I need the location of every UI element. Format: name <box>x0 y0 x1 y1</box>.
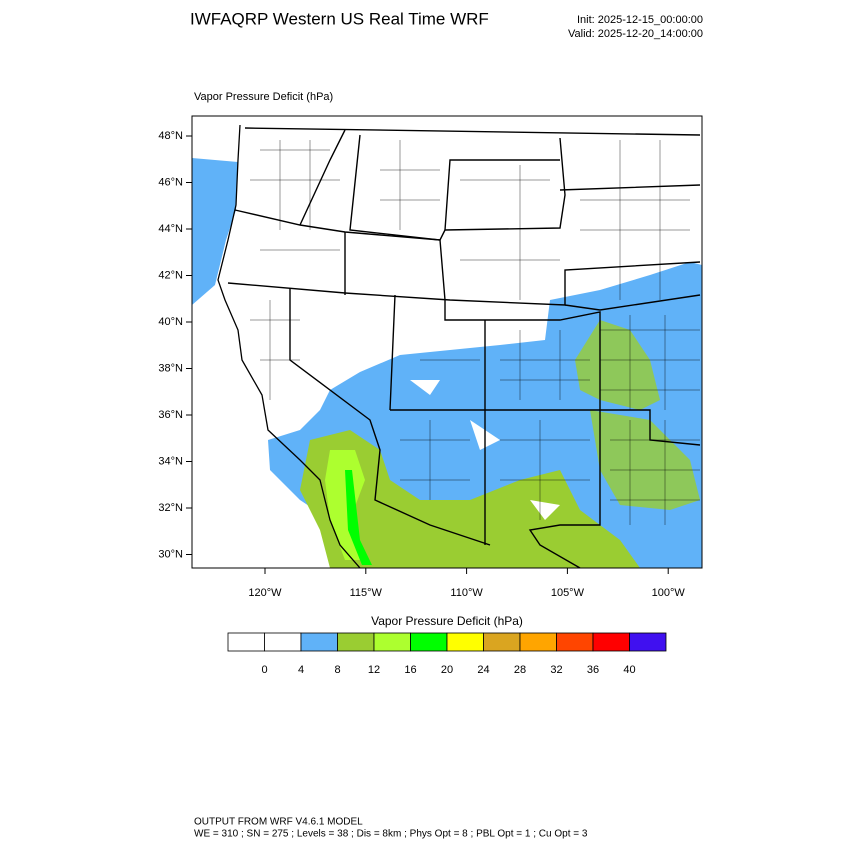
colorbar-box <box>264 632 302 652</box>
field-label: Vapor Pressure Deficit (hPa) <box>194 91 333 103</box>
title: IWFAQRP Western US Real Time WRF <box>190 9 489 28</box>
lat-label: 46°N <box>158 176 183 188</box>
colorbar-label: 40 <box>623 664 635 676</box>
colorbar-box <box>592 632 630 652</box>
colorbar-label: 20 <box>441 664 453 676</box>
lat-label: 36°N <box>158 409 183 421</box>
colorbar-label: 16 <box>404 664 416 676</box>
lat-label: 38°N <box>158 362 183 374</box>
lon-label: 115°W <box>350 587 383 599</box>
colorbar-label: 28 <box>514 664 526 676</box>
init-time: Init: 2025-12-15_00:00:00 <box>577 14 703 26</box>
lon-label: 105°W <box>551 587 585 599</box>
lon-label: 120°W <box>248 587 282 599</box>
valid-time: Valid: 2025-12-20_14:00:00 <box>568 28 703 40</box>
footer-line: WE = 310 ; SN = 275 ; Levels = 38 ; Dis … <box>194 829 588 840</box>
colorbar-box <box>483 632 521 652</box>
lat-label: 34°N <box>158 455 183 467</box>
colorbar: Vapor Pressure Deficit (hPa) 0 4 8 12 16 20 24… <box>227 614 667 676</box>
colorbar-box <box>300 632 338 652</box>
colorbar-title: Vapor Pressure Deficit (hPa) <box>371 614 523 628</box>
lat-label: 42°N <box>158 269 183 281</box>
lat-label: 40°N <box>158 316 183 328</box>
colorbar-label: 0 <box>261 664 267 676</box>
colorbar-label: 12 <box>368 664 380 676</box>
colorbar-label: 36 <box>587 664 599 676</box>
colorbar-box <box>410 632 448 652</box>
lon-label: 110°W <box>450 587 483 599</box>
colorbar-box <box>446 632 484 652</box>
colorbar-label: 32 <box>550 664 562 676</box>
lon-labels: 120°W 115°W 110°W 105°W 100°W <box>248 568 685 599</box>
colorbar-box <box>629 632 667 652</box>
colorbar-label: 24 <box>477 664 489 676</box>
lat-label: 32°N <box>158 502 183 514</box>
footer-line: OUTPUT FROM WRF V4.6.1 MODEL <box>194 817 363 828</box>
colorbar-box <box>373 632 411 652</box>
lat-label: 30°N <box>158 548 183 560</box>
colorbar-label: 8 <box>334 664 340 676</box>
colorbar-label: 4 <box>298 664 304 676</box>
colorbar-box <box>227 632 265 652</box>
lon-label: 100°W <box>652 587 686 599</box>
lat-labels: 48°N 46°N 44°N 42°N 40°N 38°N 36°N 34°N 32°N 30°N <box>158 130 192 560</box>
map: 48°N 46°N 44°N 42°N 40°N 38°N 36°N 34°N 32°N 30°N… <box>158 115 703 599</box>
colorbar-box <box>519 632 557 652</box>
lat-label: 44°N <box>158 223 183 235</box>
colorbar-box <box>337 632 375 652</box>
lat-label: 48°N <box>158 130 183 142</box>
colorbar-box <box>556 632 594 652</box>
